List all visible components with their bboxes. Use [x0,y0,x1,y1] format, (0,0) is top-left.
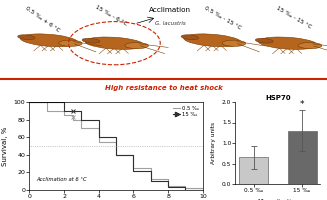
15 ‰ [166,186,170,189]
0.5 ‰ [62,110,66,112]
Text: G. lacustris: G. lacustris [155,21,185,26]
Ellipse shape [255,38,273,43]
Text: Acclimation at 6 °C: Acclimation at 6 °C [36,177,87,182]
15 ‰ [166,180,170,182]
0.5 ‰ [71,114,75,116]
15 ‰ [131,169,135,172]
0.5 ‰ [131,154,135,156]
Ellipse shape [181,35,198,40]
Ellipse shape [222,40,246,46]
15 ‰ [97,136,101,138]
Text: 0.5 ‰ + 6 °C: 0.5 ‰ + 6 °C [25,6,60,33]
0.5 ‰ [97,127,101,130]
Y-axis label: Arbitrary units: Arbitrary units [211,122,216,164]
15 ‰ [114,154,118,156]
Ellipse shape [85,37,144,49]
Ellipse shape [125,42,148,49]
0.5 ‰ [114,140,118,143]
Ellipse shape [20,34,78,47]
Title: HSP70: HSP70 [265,95,291,101]
Bar [239,157,268,184]
Line: 15 ‰: 15 ‰ [29,102,203,190]
0.5 ‰ [114,154,118,156]
Text: Acclimation: Acclimation [149,7,191,13]
0.5 ‰ [201,187,205,189]
Text: 0.5 ‰ - 15 °C: 0.5 ‰ - 15 °C [203,6,242,31]
0.5 ‰ [71,118,75,121]
Legend: 0.5 ‰, 15 ‰: 0.5 ‰, 15 ‰ [171,105,200,118]
Text: 15 ‰ - 6 °C: 15 ‰ - 6 °C [95,5,128,27]
0.5 ‰ [166,178,170,181]
15 ‰ [79,118,83,121]
0.5 ‰ [166,184,170,187]
Ellipse shape [18,35,35,40]
Text: *: * [300,100,304,109]
Ellipse shape [82,38,100,43]
15 ‰ [62,110,66,112]
15 ‰ [62,101,66,103]
Line: 0.5 ‰: 0.5 ‰ [29,102,203,188]
15 ‰ [149,180,153,182]
X-axis label: Mineralization: Mineralization [257,199,299,200]
15 ‰ [149,169,153,172]
Text: High resistance to heat shock: High resistance to heat shock [105,85,222,91]
0.5 ‰ [45,101,49,103]
0.5 ‰ [45,110,49,112]
0.5 ‰ [97,140,101,143]
15 ‰ [27,101,31,103]
0.5 ‰ [149,178,153,181]
0.5 ‰ [27,101,31,103]
0.5 ‰ [62,114,66,116]
15 ‰ [97,118,101,121]
15 ‰ [183,186,187,189]
Ellipse shape [258,37,317,49]
Text: 15 ‰ - 15 °C: 15 ‰ - 15 °C [276,6,313,30]
0.5 ‰ [149,167,153,169]
0.5 ‰ [79,118,83,121]
15 ‰ [79,110,83,112]
Ellipse shape [184,34,241,47]
15 ‰ [201,189,205,191]
15 ‰ [131,154,135,156]
0.5 ‰ [131,167,135,169]
Y-axis label: Survival, %: Survival, % [2,126,8,166]
0.5 ‰ [183,184,187,187]
15 ‰ [27,101,31,103]
Ellipse shape [298,42,322,49]
0.5 ‰ [183,187,187,189]
15 ‰ [183,189,187,191]
Ellipse shape [59,40,82,46]
Bar [288,131,317,184]
0.5 ‰ [79,127,83,130]
15 ‰ [114,136,118,138]
0.5 ‰ [27,101,31,103]
